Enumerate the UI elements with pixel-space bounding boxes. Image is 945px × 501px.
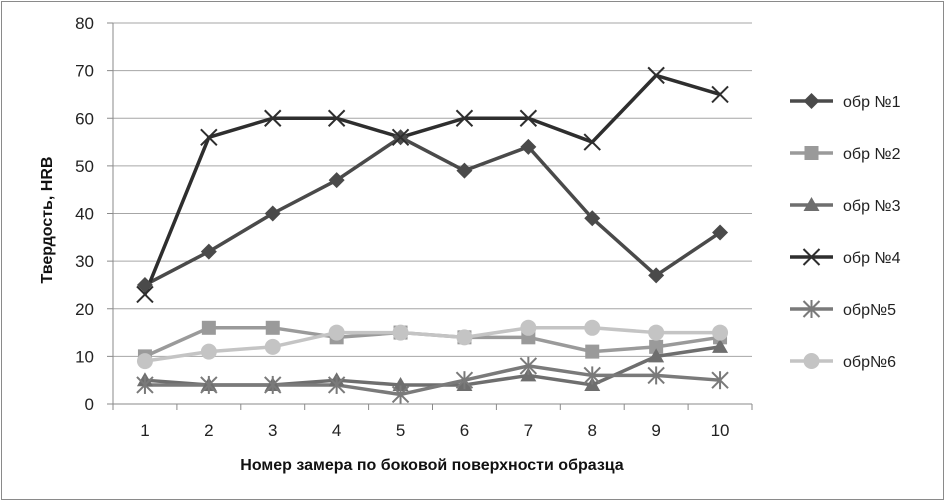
data-point-series-2 (201, 320, 216, 335)
legend-label: обр №3 (843, 198, 901, 215)
data-point-series-6 (520, 319, 537, 336)
y-tick-label: 80 (75, 14, 94, 33)
grid-lines (113, 22, 752, 357)
x-tick-label: 8 (588, 421, 597, 440)
data-point-series-6 (648, 324, 665, 341)
data-point-series-4 (519, 109, 538, 127)
x-tick-label: 7 (524, 421, 533, 440)
data-point-series-4 (264, 109, 282, 127)
y-tick-label: 70 (75, 62, 94, 81)
series-line-4 (143, 73, 721, 296)
data-point-series-1 (328, 172, 345, 189)
data-point-series-3 (648, 348, 665, 363)
data-point-series-6 (136, 353, 153, 370)
data-point-series-4 (583, 133, 601, 151)
data-point-series-1 (264, 205, 281, 222)
x-tick-label: 10 (711, 421, 730, 440)
data-point-series-5 (519, 356, 538, 375)
legend-entry: обр№5 (790, 300, 896, 319)
y-axis-title: Твердость, HRB (39, 157, 56, 284)
legend-entry: обр №2 (790, 146, 901, 163)
data-point-series-4 (136, 285, 154, 304)
y-tick-label: 40 (75, 205, 94, 224)
data-point-series-2 (265, 320, 280, 335)
data-point-series-6 (328, 324, 345, 341)
data-point-series-2 (585, 344, 600, 359)
y-tick-label: 60 (75, 109, 94, 128)
data-point-series-4 (391, 128, 410, 147)
data-point-series-1 (200, 243, 217, 260)
data-point-series-1 (712, 224, 729, 241)
data-point-series-5 (455, 371, 474, 390)
data-point-series-5 (136, 375, 154, 394)
data-point-series-5 (711, 371, 729, 390)
data-point-series-1 (520, 138, 537, 155)
data-point-series-2 (649, 339, 664, 354)
data-point-series-5 (327, 375, 346, 394)
legend-entry: обр №1 (790, 93, 901, 111)
data-point-series-6 (264, 338, 281, 355)
series-line-3 (144, 345, 721, 387)
x-axis-title: Номер замера по боковой поверхности обра… (240, 457, 624, 474)
data-point-series-4 (647, 66, 665, 85)
series-line-6 (144, 326, 721, 363)
data-point-series-6 (392, 324, 409, 341)
y-tick-label: 30 (75, 252, 94, 271)
data-point-series-3 (712, 338, 729, 353)
legend-label: обр№5 (843, 302, 896, 319)
data-point-series-5 (583, 366, 601, 385)
x-tick-label: 4 (332, 421, 341, 440)
legend-entry: обр №3 (790, 197, 901, 215)
data-point-series-5 (264, 375, 282, 394)
x-tick-label: 9 (651, 421, 660, 440)
legend-marker (804, 146, 819, 160)
series-line-1 (144, 135, 722, 287)
data-point-series-3 (392, 376, 409, 391)
data-point-series-4 (711, 85, 729, 104)
y-tick-label: 20 (75, 300, 94, 319)
data-point-series-4 (200, 128, 218, 147)
legend-label: обр №2 (843, 146, 901, 163)
data-point-series-5 (200, 375, 218, 394)
x-tick-label: 1 (140, 421, 149, 440)
x-tick-label: 6 (460, 421, 469, 440)
y-tick-label: 10 (75, 347, 94, 366)
data-point-series-6 (456, 329, 473, 346)
legend-marker (802, 300, 821, 318)
data-point-series-1 (648, 267, 665, 284)
data-point-series-4 (327, 109, 346, 127)
legend-label: обр №1 (843, 94, 901, 111)
x-tick-label: 5 (396, 421, 405, 440)
data-point-series-6 (200, 343, 217, 360)
y-tick-label: 50 (75, 157, 94, 176)
data-point-series-6 (584, 319, 601, 336)
legend-label: обр №4 (843, 250, 901, 267)
legend-marker (803, 93, 820, 109)
legend-label: обр№6 (843, 354, 896, 371)
data-point-series-6 (712, 324, 729, 341)
legend-marker (802, 248, 821, 266)
series-line-5 (144, 364, 721, 397)
axes (107, 22, 753, 410)
data-point-series-5 (391, 385, 410, 404)
y-tick-labels: 0 10 20 30 40 50 60 70 80 (75, 14, 94, 414)
data-point-series-4 (455, 109, 474, 127)
y-tick-label: 0 (85, 395, 94, 414)
legend-marker (803, 197, 820, 211)
legend-entry: обр №4 (790, 248, 901, 267)
legend-entry: обр№6 (790, 353, 896, 371)
series-markers (136, 66, 729, 404)
x-tick-labels: 1 2 3 4 5 6 7 8 9 10 (140, 421, 729, 440)
data-point-series-5 (647, 366, 665, 385)
legend-marker (803, 353, 820, 369)
data-point-series-1 (456, 162, 473, 179)
x-tick-label: 2 (204, 421, 213, 440)
series-lines (143, 73, 722, 397)
legend: обр №1 обр №2 обр №3 обр №4 обр№5 обр№6 (790, 93, 901, 371)
data-point-series-1 (136, 276, 153, 293)
x-tick-label: 3 (268, 421, 277, 440)
data-point-series-1 (584, 210, 601, 227)
